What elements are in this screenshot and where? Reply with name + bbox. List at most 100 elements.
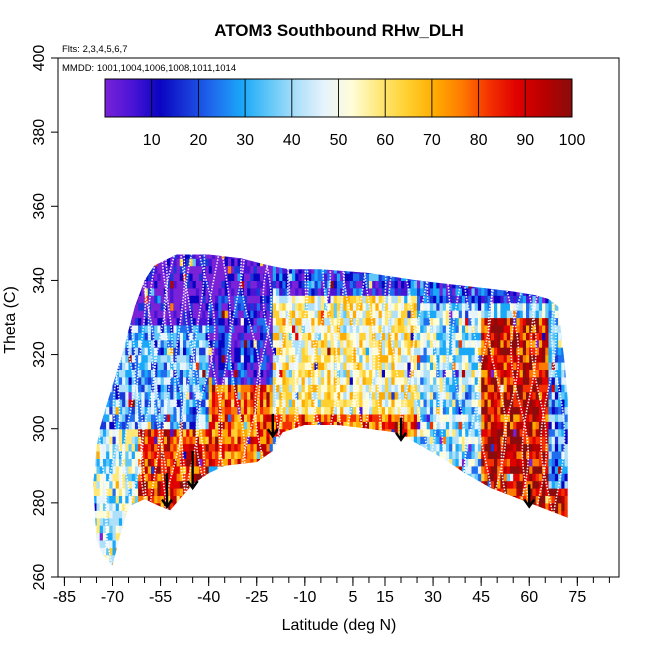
rh-cell <box>237 258 242 267</box>
rh-cell <box>279 532 283 541</box>
rh-cell <box>369 525 373 534</box>
rh-cell <box>349 339 354 348</box>
rh-cell <box>410 428 415 437</box>
rh-cell <box>87 243 91 251</box>
rh-cell <box>164 570 168 578</box>
rh-cell <box>369 473 373 482</box>
rh-cell <box>362 436 367 445</box>
rh-cell <box>186 332 190 341</box>
rh-cell <box>356 369 360 378</box>
rh-cell <box>208 265 213 274</box>
rh-cell <box>385 280 389 289</box>
rh-cell <box>125 369 130 378</box>
rh-cell <box>167 473 171 482</box>
rh-cell <box>407 354 412 363</box>
rh-cell <box>202 317 207 326</box>
rh-cell <box>196 570 200 578</box>
rh-cell <box>260 539 264 548</box>
rh-cell <box>429 324 434 333</box>
rh-cell <box>160 502 165 511</box>
rh-cell <box>333 332 338 341</box>
rh-cell <box>343 539 348 548</box>
rh-cell <box>375 539 380 548</box>
rh-cell <box>269 354 274 363</box>
rh-cell <box>176 287 181 296</box>
rh-cell <box>144 539 149 548</box>
rh-cell <box>118 539 123 548</box>
rh-cell <box>404 465 408 474</box>
rh-cell <box>183 384 187 393</box>
rh-cell <box>401 570 405 578</box>
rh-cell <box>160 458 165 467</box>
rh-cell <box>170 473 174 482</box>
rh-cell <box>154 458 158 467</box>
rh-cell <box>394 258 399 267</box>
rh-cell <box>304 273 309 281</box>
rh-cell <box>237 465 242 474</box>
rh-cell <box>131 480 136 489</box>
rh-cell <box>314 525 319 534</box>
rh-cell <box>237 488 242 496</box>
rh-cell <box>206 243 210 251</box>
rh-cell <box>128 443 133 452</box>
rh-cell <box>343 413 348 422</box>
rh-cell <box>218 517 223 526</box>
rh-cell <box>301 295 306 304</box>
rh-cell <box>343 510 348 519</box>
rh-cell <box>199 236 203 244</box>
rh-cell <box>301 265 306 274</box>
rh-cell <box>131 443 136 452</box>
rh-cell <box>327 339 332 348</box>
rh-cell <box>417 254 421 259</box>
rh-cell <box>93 273 98 281</box>
rh-cell <box>375 517 380 526</box>
rh-cell <box>177 243 181 251</box>
rh-cell <box>315 236 319 244</box>
rh-cell <box>250 465 255 474</box>
rh-cell <box>144 554 149 563</box>
rh-cell <box>381 324 386 333</box>
rh-cell <box>311 236 315 244</box>
rh-cell <box>349 562 354 566</box>
rh-cell <box>336 347 341 356</box>
rh-cell <box>208 280 213 289</box>
rh-cell <box>292 443 296 452</box>
rh-cell <box>112 539 117 548</box>
rh-cell <box>256 539 261 548</box>
rh-cell <box>157 451 162 459</box>
rh-cell <box>276 280 280 289</box>
rh-cell <box>391 525 396 534</box>
rh-cell <box>250 488 255 496</box>
rh-cell <box>298 310 303 319</box>
rh-cell <box>192 369 197 378</box>
rh-cell <box>349 354 354 363</box>
rh-cell <box>263 399 267 408</box>
rh-cell <box>237 332 242 341</box>
rh-cell <box>138 406 142 415</box>
rh-cell <box>410 376 415 385</box>
rh-cell <box>122 451 126 459</box>
rh-cell <box>391 265 396 274</box>
rh-cell <box>343 347 348 356</box>
rh-cell <box>320 532 325 541</box>
rh-cell <box>417 354 421 363</box>
rh-cell <box>304 458 309 467</box>
rh-cell <box>221 421 226 430</box>
rh-cell <box>333 554 338 563</box>
rh-cell <box>429 421 434 430</box>
rh-cell <box>324 510 328 519</box>
rh-cell <box>362 399 367 408</box>
rh-cell <box>381 443 386 452</box>
rh-cell <box>243 413 248 422</box>
rh-cell <box>288 273 293 281</box>
rh-cell <box>199 332 203 341</box>
rh-cell <box>336 495 341 504</box>
rh-cell <box>311 243 315 251</box>
rh-cell <box>340 339 344 348</box>
rh-cell <box>369 362 373 370</box>
rh-cell <box>118 287 123 296</box>
rh-cell <box>96 324 101 333</box>
rh-cell <box>163 562 168 566</box>
rh-cell <box>375 443 380 452</box>
rh-cell <box>186 254 190 259</box>
